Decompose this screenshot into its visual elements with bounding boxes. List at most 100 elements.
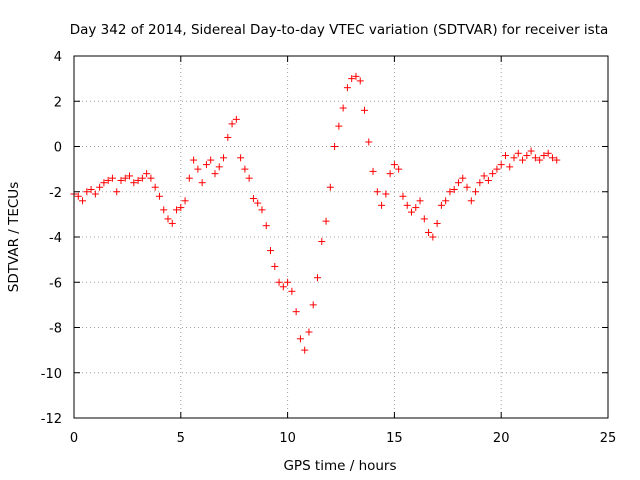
data-point: [232, 115, 240, 123]
data-point: [117, 176, 125, 184]
data-point: [429, 233, 437, 241]
data-point: [284, 278, 292, 286]
grid-lines: [74, 56, 608, 418]
data-point: [399, 192, 407, 200]
x-tick-label: 25: [600, 431, 617, 446]
data-point: [271, 262, 279, 270]
data-point: [514, 149, 522, 157]
x-tick-label: 5: [177, 431, 185, 446]
data-point: [365, 138, 373, 146]
data-point: [348, 75, 356, 83]
data-point: [553, 156, 561, 164]
data-series: [70, 72, 561, 354]
data-point: [301, 346, 309, 354]
y-tick-label: -12: [41, 412, 62, 427]
y-tick-label: -10: [41, 367, 62, 382]
data-point: [245, 174, 253, 182]
x-tick-label: 0: [70, 431, 78, 446]
data-point: [373, 188, 381, 196]
data-point: [79, 197, 87, 205]
data-point: [536, 156, 544, 164]
axis-ticks: 0 5 10 15 20 25 -12 -10 -8 -6 -4 -2 0 2 4: [41, 50, 617, 446]
data-point: [151, 183, 159, 191]
data-point: [113, 188, 121, 196]
y-axis-label: SDTVAR / TECUs: [6, 182, 22, 292]
data-point: [74, 192, 82, 200]
data-point: [416, 197, 424, 205]
data-point: [356, 77, 364, 85]
data-point: [331, 143, 339, 150]
data-point: [531, 154, 539, 162]
y-tick-label: -6: [49, 276, 62, 291]
data-point: [262, 222, 270, 230]
data-point: [467, 197, 475, 205]
data-point: [412, 204, 420, 212]
data-point: [540, 152, 548, 160]
data-point: [224, 133, 232, 141]
data-point: [437, 201, 445, 209]
y-tick-label: 4: [54, 50, 62, 65]
data-point: [228, 120, 236, 128]
data-point: [339, 104, 347, 112]
data-point: [202, 161, 210, 169]
data-point: [335, 122, 343, 130]
data-point: [519, 156, 527, 164]
data-point: [360, 106, 368, 114]
data-point: [91, 190, 99, 198]
data-point: [352, 72, 360, 80]
data-point: [87, 185, 95, 193]
data-point: [305, 328, 313, 336]
data-point: [454, 179, 462, 187]
x-tick-label: 15: [386, 431, 403, 446]
data-point: [484, 176, 492, 184]
data-point: [548, 154, 556, 162]
data-point: [279, 283, 287, 291]
y-tick-label: -8: [49, 322, 62, 337]
data-point: [378, 201, 386, 209]
data-point: [104, 176, 112, 184]
data-point: [207, 156, 215, 164]
data-point: [258, 206, 266, 214]
data-point: [126, 172, 134, 180]
data-point: [472, 188, 480, 196]
data-point: [177, 204, 185, 212]
data-point: [446, 188, 454, 196]
data-point: [476, 179, 484, 187]
data-point: [343, 84, 351, 92]
data-point: [506, 163, 514, 171]
data-point: [173, 206, 181, 214]
data-point: [501, 152, 509, 160]
data-point: [314, 274, 322, 282]
data-point: [450, 185, 458, 193]
data-point: [296, 335, 304, 343]
data-point: [544, 149, 552, 157]
data-point: [318, 238, 326, 246]
data-point: [121, 174, 129, 182]
data-point: [249, 195, 257, 203]
data-point: [215, 163, 223, 171]
data-point: [390, 161, 398, 169]
data-point: [198, 179, 206, 187]
y-tick-label: -2: [49, 186, 62, 201]
data-point: [407, 208, 415, 216]
data-point: [493, 165, 501, 173]
data-point: [386, 170, 394, 178]
data-point: [237, 154, 245, 162]
data-point: [134, 176, 142, 184]
x-axis-label: GPS time / hours: [283, 458, 396, 474]
data-point: [168, 219, 176, 227]
data-point: [164, 215, 172, 223]
data-point: [181, 197, 189, 205]
y-tick-label: -4: [49, 231, 62, 246]
data-point: [326, 183, 334, 191]
data-point: [194, 165, 202, 173]
data-point: [292, 308, 300, 316]
data-point: [220, 154, 228, 162]
x-tick-label: 10: [279, 431, 296, 446]
y-tick-label: 0: [54, 141, 62, 156]
data-point: [382, 190, 390, 198]
data-point: [527, 147, 535, 155]
data-point: [425, 228, 433, 236]
